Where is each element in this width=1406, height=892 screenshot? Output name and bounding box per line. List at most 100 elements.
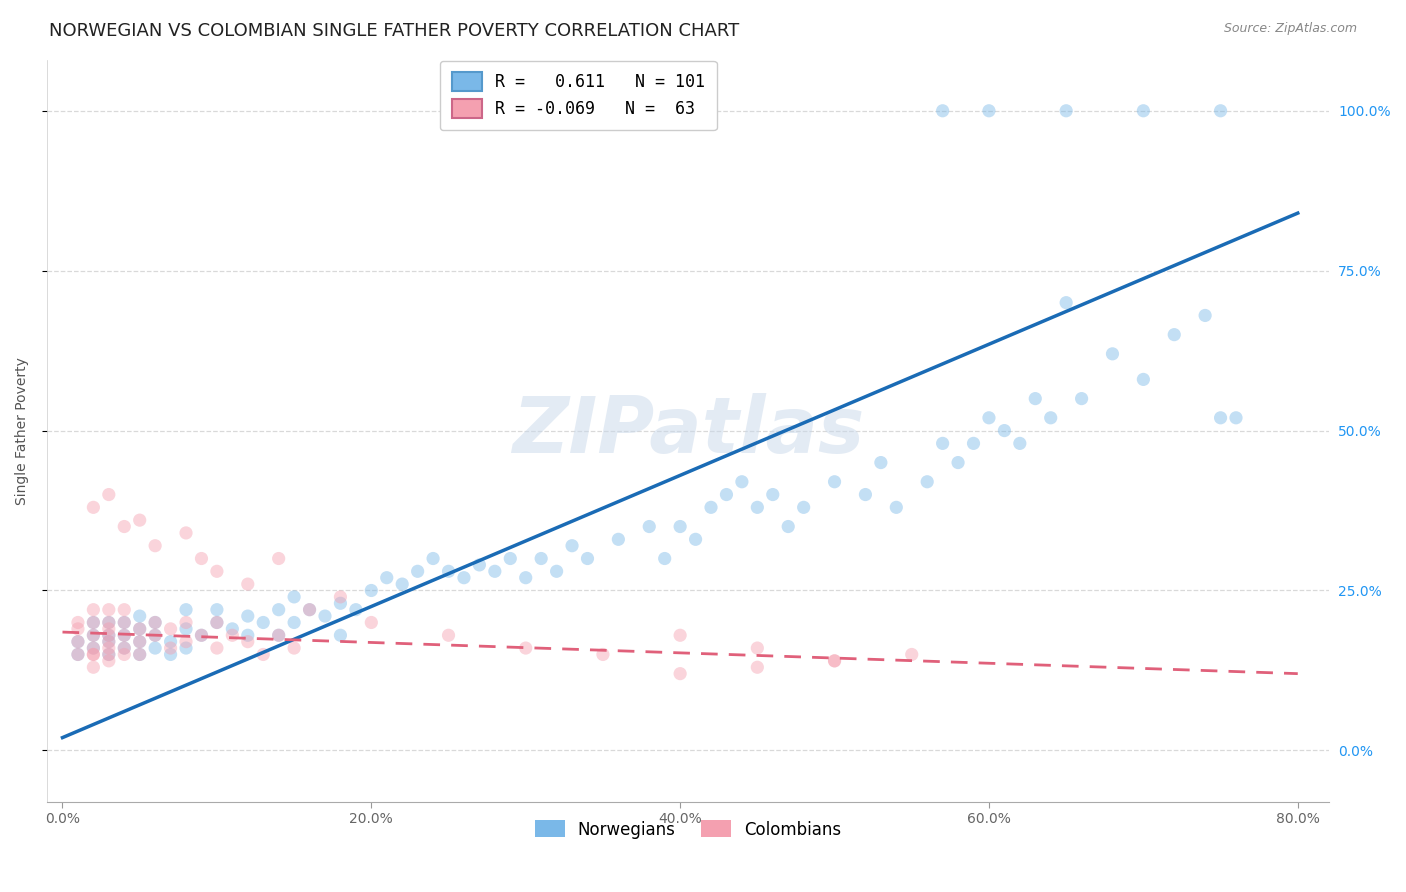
Point <box>592 648 614 662</box>
Point <box>1132 372 1154 386</box>
Point <box>977 103 1000 118</box>
Point <box>1101 347 1123 361</box>
Point <box>329 590 352 604</box>
Point <box>82 648 104 662</box>
Point <box>159 622 181 636</box>
Point <box>66 648 89 662</box>
Point <box>82 628 104 642</box>
Point <box>97 641 120 656</box>
Point <box>66 634 89 648</box>
Point <box>190 628 212 642</box>
Point <box>638 519 661 533</box>
Point <box>778 519 800 533</box>
Point <box>97 648 120 662</box>
Point <box>283 590 305 604</box>
Point <box>437 628 460 642</box>
Point <box>700 500 723 515</box>
Point <box>747 500 769 515</box>
Point <box>221 622 243 636</box>
Point <box>669 628 692 642</box>
Point <box>762 487 785 501</box>
Point <box>66 615 89 630</box>
Point <box>669 666 692 681</box>
Point <box>267 551 290 566</box>
Point <box>915 475 938 489</box>
Point <box>267 628 290 642</box>
Point <box>1070 392 1092 406</box>
Point <box>143 615 166 630</box>
Point <box>112 628 135 642</box>
Point <box>283 641 305 656</box>
Point <box>1209 410 1232 425</box>
Point <box>112 641 135 656</box>
Point <box>174 622 197 636</box>
Point <box>267 603 290 617</box>
Point <box>576 551 599 566</box>
Point <box>66 634 89 648</box>
Point <box>97 487 120 501</box>
Point <box>731 475 754 489</box>
Point <box>128 622 150 636</box>
Point <box>283 615 305 630</box>
Point <box>82 500 104 515</box>
Point <box>824 654 846 668</box>
Point <box>97 648 120 662</box>
Point <box>97 654 120 668</box>
Point <box>97 628 120 642</box>
Point <box>1132 103 1154 118</box>
Point <box>236 634 259 648</box>
Point <box>824 654 846 668</box>
Point <box>174 634 197 648</box>
Point <box>159 634 181 648</box>
Point <box>97 634 120 648</box>
Point <box>855 487 877 501</box>
Point <box>747 660 769 674</box>
Point <box>128 634 150 648</box>
Point <box>66 648 89 662</box>
Point <box>1194 309 1216 323</box>
Point <box>946 456 969 470</box>
Point <box>174 525 197 540</box>
Point <box>112 648 135 662</box>
Point <box>205 564 228 578</box>
Point <box>515 571 537 585</box>
Point <box>870 456 893 470</box>
Point <box>884 500 907 515</box>
Point <box>221 628 243 642</box>
Legend: Norwegians, Colombians: Norwegians, Colombians <box>527 814 848 846</box>
Point <box>437 564 460 578</box>
Point <box>190 628 212 642</box>
Point <box>112 615 135 630</box>
Point <box>82 641 104 656</box>
Point <box>298 603 321 617</box>
Point <box>1054 103 1077 118</box>
Point <box>1209 103 1232 118</box>
Point <box>375 571 398 585</box>
Point <box>900 648 922 662</box>
Point <box>174 603 197 617</box>
Point <box>314 609 336 624</box>
Point <box>143 615 166 630</box>
Point <box>1225 410 1247 425</box>
Point <box>360 583 382 598</box>
Point <box>530 551 553 566</box>
Point <box>236 577 259 591</box>
Point <box>298 603 321 617</box>
Point <box>391 577 413 591</box>
Point <box>654 551 676 566</box>
Point <box>499 551 522 566</box>
Point <box>669 519 692 533</box>
Point <box>128 609 150 624</box>
Point <box>82 648 104 662</box>
Point <box>97 615 120 630</box>
Point <box>468 558 491 572</box>
Point <box>159 641 181 656</box>
Point <box>205 615 228 630</box>
Point <box>66 622 89 636</box>
Point <box>82 628 104 642</box>
Point <box>143 641 166 656</box>
Point <box>97 615 120 630</box>
Point <box>747 641 769 656</box>
Point <box>962 436 984 450</box>
Point <box>82 603 104 617</box>
